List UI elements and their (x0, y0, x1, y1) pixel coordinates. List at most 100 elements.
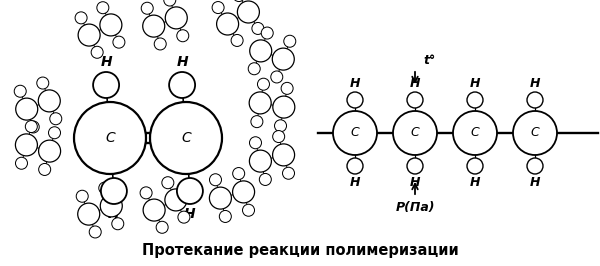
Circle shape (250, 150, 271, 172)
Text: Протекание реакции полимеризации: Протекание реакции полимеризации (142, 243, 458, 258)
Circle shape (212, 2, 224, 14)
Text: H: H (184, 207, 196, 221)
Circle shape (143, 199, 165, 221)
Circle shape (38, 140, 61, 162)
Circle shape (275, 120, 287, 132)
Circle shape (453, 111, 497, 155)
Circle shape (141, 2, 153, 14)
Text: H: H (470, 77, 480, 90)
Circle shape (164, 0, 176, 6)
Circle shape (272, 131, 284, 143)
Circle shape (91, 46, 103, 58)
Text: H: H (100, 55, 112, 69)
Circle shape (513, 111, 557, 155)
Circle shape (37, 77, 49, 89)
Circle shape (231, 35, 243, 47)
Text: H: H (470, 176, 480, 189)
Circle shape (233, 181, 254, 203)
Circle shape (178, 211, 190, 223)
Circle shape (233, 168, 245, 180)
Circle shape (467, 158, 483, 174)
Text: C: C (181, 131, 191, 145)
Text: C: C (105, 131, 115, 145)
Text: H: H (410, 77, 420, 90)
Circle shape (140, 187, 152, 199)
Circle shape (407, 158, 423, 174)
Circle shape (259, 173, 271, 185)
Text: C: C (350, 127, 359, 139)
Circle shape (100, 195, 122, 217)
Text: H: H (176, 55, 188, 69)
Circle shape (252, 22, 264, 35)
Circle shape (250, 40, 272, 62)
Circle shape (407, 92, 423, 108)
Circle shape (209, 174, 221, 186)
Circle shape (27, 121, 39, 133)
Text: C: C (470, 127, 479, 139)
Circle shape (271, 71, 283, 83)
Circle shape (233, 0, 245, 2)
Circle shape (25, 120, 37, 132)
Text: H: H (530, 176, 540, 189)
Circle shape (50, 113, 62, 125)
Circle shape (74, 102, 146, 174)
Circle shape (238, 1, 259, 23)
Circle shape (100, 14, 122, 36)
Text: t°: t° (423, 54, 435, 67)
Circle shape (113, 36, 125, 48)
Circle shape (154, 38, 166, 50)
Circle shape (347, 92, 363, 108)
Circle shape (281, 82, 293, 94)
Circle shape (248, 63, 260, 75)
Circle shape (272, 144, 295, 166)
Circle shape (165, 189, 187, 211)
Circle shape (250, 137, 262, 149)
Circle shape (76, 190, 88, 202)
Text: P(Па): P(Па) (395, 201, 435, 214)
Circle shape (101, 178, 127, 204)
Circle shape (93, 72, 119, 98)
Circle shape (162, 177, 174, 189)
Circle shape (150, 102, 222, 174)
Circle shape (527, 158, 543, 174)
Circle shape (177, 30, 189, 42)
Text: H: H (350, 77, 360, 90)
Circle shape (261, 27, 273, 39)
Circle shape (333, 111, 377, 155)
Circle shape (169, 72, 195, 98)
Circle shape (14, 85, 26, 97)
Circle shape (112, 218, 124, 230)
Text: C: C (410, 127, 419, 139)
Circle shape (249, 92, 271, 114)
Circle shape (89, 226, 101, 238)
Circle shape (273, 96, 295, 118)
Circle shape (272, 48, 294, 70)
Circle shape (165, 7, 187, 29)
Circle shape (143, 15, 165, 37)
Circle shape (97, 2, 109, 14)
Circle shape (257, 78, 269, 90)
Circle shape (16, 134, 37, 156)
Text: H: H (410, 176, 420, 189)
Circle shape (16, 157, 28, 169)
Circle shape (209, 187, 232, 209)
Circle shape (16, 98, 38, 120)
Text: H: H (530, 77, 540, 90)
Circle shape (177, 178, 203, 204)
Circle shape (393, 111, 437, 155)
Circle shape (75, 12, 87, 24)
Circle shape (78, 203, 100, 225)
Text: H: H (350, 176, 360, 189)
Circle shape (38, 164, 50, 176)
Circle shape (283, 167, 295, 179)
Circle shape (527, 92, 543, 108)
Text: H: H (108, 207, 120, 221)
Circle shape (78, 24, 100, 46)
Circle shape (99, 182, 111, 194)
Circle shape (251, 116, 263, 128)
Circle shape (467, 92, 483, 108)
Circle shape (284, 35, 296, 47)
Circle shape (156, 221, 168, 233)
Circle shape (217, 13, 239, 35)
Text: C: C (530, 127, 539, 139)
